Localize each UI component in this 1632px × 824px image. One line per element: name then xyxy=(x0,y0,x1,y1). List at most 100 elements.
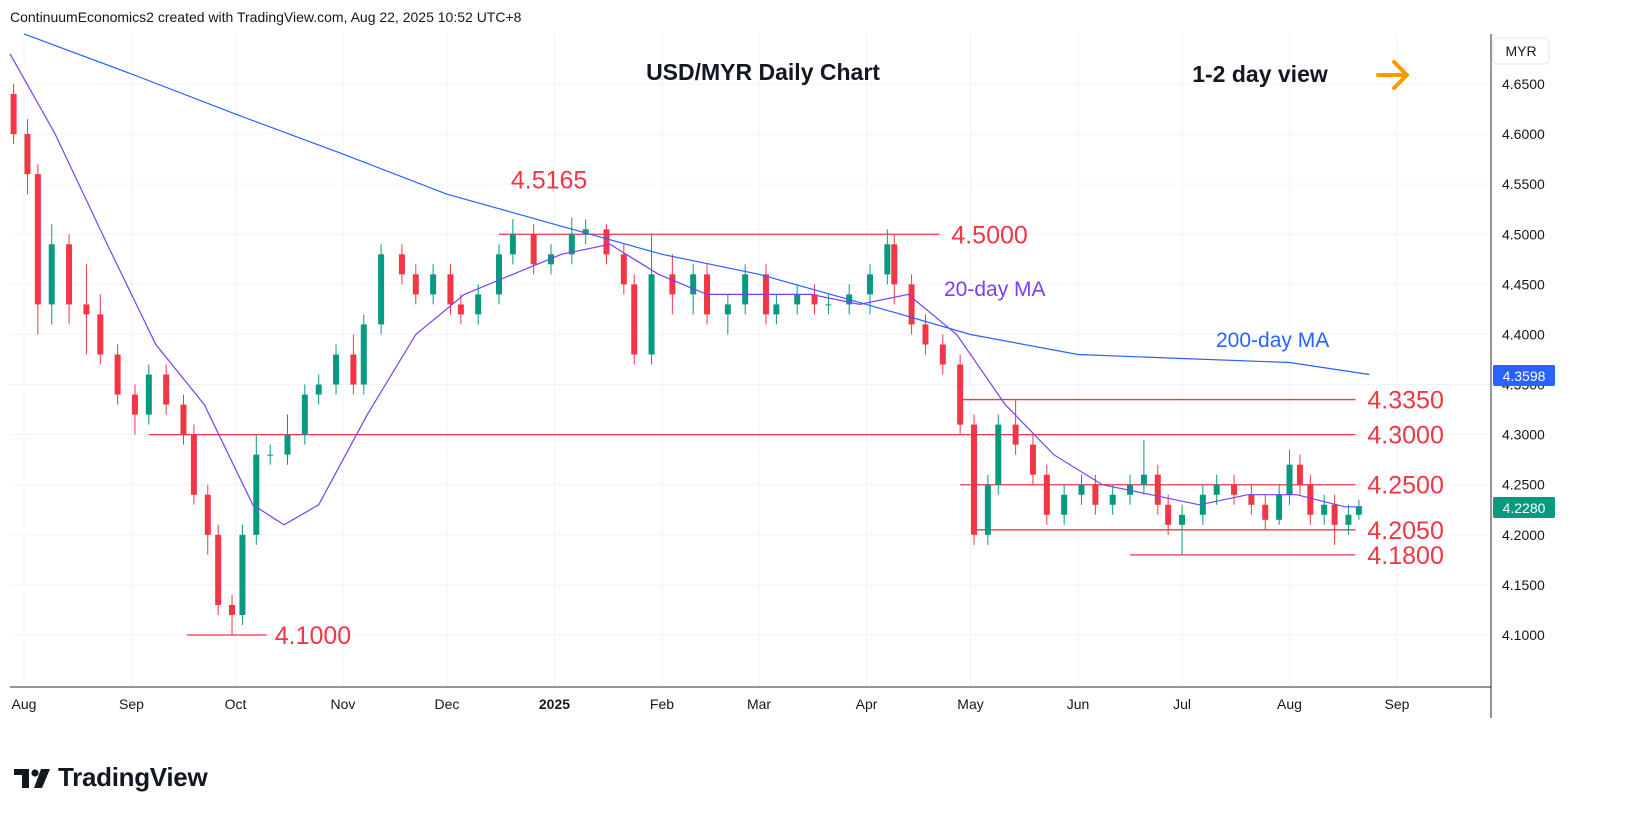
candle-body xyxy=(1345,514,1352,525)
x-tick-label: Oct xyxy=(225,696,247,712)
currency-label: MYR xyxy=(1505,43,1536,59)
y-tick-label: 4.6500 xyxy=(1502,76,1545,92)
candle-body xyxy=(1179,514,1186,525)
candle-body xyxy=(631,284,638,355)
candle-body xyxy=(1331,504,1338,525)
candle-body xyxy=(301,394,308,435)
candle-body xyxy=(939,344,946,365)
y-tick-label: 4.2000 xyxy=(1502,527,1545,543)
candle-body xyxy=(1043,474,1050,515)
candle-body xyxy=(398,254,405,275)
x-tick-label: Sep xyxy=(119,696,144,712)
price-axis-ticks: 4.10004.15004.20004.25004.30004.35004.40… xyxy=(1502,76,1545,643)
candle-body xyxy=(811,294,818,305)
ma20-line xyxy=(9,53,1363,526)
candle-body xyxy=(1109,494,1116,505)
candle-body xyxy=(315,384,322,395)
currency-badge[interactable] xyxy=(1492,37,1550,65)
candle-body xyxy=(34,174,41,305)
candle-body xyxy=(773,304,780,315)
candle-body xyxy=(145,374,152,415)
candle-body xyxy=(1276,494,1283,520)
candle-body xyxy=(530,234,537,265)
candle-body xyxy=(742,274,749,305)
y-tick-label: 4.1000 xyxy=(1502,627,1545,643)
candle-body xyxy=(1307,484,1314,515)
candle-body xyxy=(284,434,291,455)
candle-body xyxy=(1199,494,1206,515)
candle-body xyxy=(496,254,503,295)
candle-body xyxy=(447,274,454,305)
level-label: 4.5000 xyxy=(951,221,1027,249)
candle-body xyxy=(1213,484,1220,495)
candle-body xyxy=(1154,474,1161,505)
candle-body xyxy=(891,244,898,285)
candle-body xyxy=(1248,494,1255,505)
level-label: 4.3350 xyxy=(1367,387,1443,415)
x-tick-label: Feb xyxy=(650,696,674,712)
candle-body xyxy=(180,404,187,435)
candle-body xyxy=(509,234,516,255)
candle-body xyxy=(114,354,121,395)
candle-body xyxy=(10,94,17,135)
candle-body xyxy=(582,229,589,235)
last-price-text: 4.2280 xyxy=(1503,500,1546,516)
x-tick-label: Jul xyxy=(1173,696,1191,712)
candle-body xyxy=(603,229,610,255)
level-label: 4.1800 xyxy=(1367,542,1443,570)
y-tick-label: 4.3000 xyxy=(1502,427,1545,443)
candle-body xyxy=(430,274,437,295)
level-label: 4.5165 xyxy=(511,167,587,195)
candle-body xyxy=(267,454,274,456)
y-tick-label: 4.4000 xyxy=(1502,326,1545,342)
last-price-tag xyxy=(1493,497,1555,518)
level-label: 4.2050 xyxy=(1367,517,1443,545)
view-label: 1-2 day view xyxy=(1192,61,1328,87)
ma20-label: 20-day MA xyxy=(944,278,1046,301)
candle-body xyxy=(1078,484,1085,495)
candle-body xyxy=(83,304,90,315)
candle-body xyxy=(239,534,246,615)
chart-title: USD/MYR Daily Chart xyxy=(646,59,880,85)
candle-body xyxy=(1296,464,1303,485)
candle-body xyxy=(378,254,385,325)
candle-body xyxy=(690,274,697,295)
y-tick-label: 4.4500 xyxy=(1502,276,1545,292)
y-tick-label: 4.1500 xyxy=(1502,577,1545,593)
candle-body xyxy=(131,394,138,415)
x-tick-label: Apr xyxy=(856,696,878,712)
candle-body xyxy=(66,244,73,305)
candle-body xyxy=(794,294,801,305)
candle-body xyxy=(669,274,676,295)
tradingview-logo[interactable]: TradingView xyxy=(14,762,208,793)
candle-body xyxy=(1092,484,1099,505)
candle-body xyxy=(1140,474,1147,485)
candle-body xyxy=(884,244,891,275)
x-tick-label: Mar xyxy=(747,696,771,712)
candle-body xyxy=(568,234,575,255)
y-tick-label: 4.5500 xyxy=(1502,176,1545,192)
candle-body xyxy=(190,434,197,495)
candle-body xyxy=(1127,484,1134,495)
x-tick-label: Sep xyxy=(1385,696,1410,712)
candle-body xyxy=(648,274,655,355)
candle-body xyxy=(620,254,627,285)
candle-body xyxy=(350,354,357,385)
candle-body xyxy=(229,604,236,615)
candle-body xyxy=(866,274,873,295)
level-label: 4.3000 xyxy=(1367,422,1443,450)
candle-body xyxy=(1286,464,1293,495)
candlesticks xyxy=(10,84,1362,635)
ma200-label: 200-day MA xyxy=(1216,329,1329,352)
support-resistance-levels xyxy=(148,233,1356,636)
candle-body xyxy=(412,274,419,295)
candle-body xyxy=(995,424,1002,485)
time-axis-ticks: Aug Sep Oct Nov Dec 2025 Feb Mar Apr May Jun Jul Aug… xyxy=(12,696,1410,712)
candle-body xyxy=(97,314,104,355)
candle-body xyxy=(724,304,731,315)
candle-body xyxy=(1165,504,1172,525)
candle-body xyxy=(1231,484,1238,495)
y-tick-label: 4.6000 xyxy=(1502,126,1545,142)
candle-body xyxy=(24,134,31,175)
